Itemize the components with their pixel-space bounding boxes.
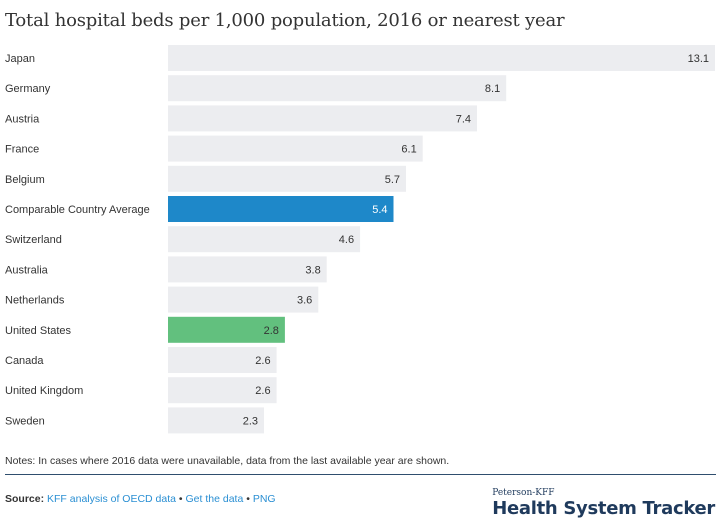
get-the-data-link[interactable]: Get the data	[185, 493, 244, 505]
value-label-canada: 2.6	[255, 355, 270, 367]
value-label-france: 6.1	[401, 144, 416, 156]
category-label-netherlands: Netherlands	[5, 295, 65, 307]
bar-united-kingdom[interactable]	[168, 377, 277, 404]
category-label-sweden: Sweden	[5, 415, 45, 427]
bar-japan[interactable]	[168, 45, 715, 71]
bar-switzerland[interactable]	[168, 226, 361, 253]
bar-austria[interactable]	[168, 105, 477, 132]
value-label-japan: 13.1	[688, 53, 709, 65]
chart-notes: Notes: In cases where 2016 data were una…	[5, 455, 450, 467]
category-label-germany: Germany	[5, 83, 51, 95]
value-label-germany: 8.1	[485, 83, 500, 95]
separator-1: •	[178, 493, 183, 505]
value-label-belgium: 5.7	[385, 174, 400, 186]
brand-main-text: Health System Tracker	[492, 498, 715, 519]
value-label-united-states: 2.8	[264, 325, 279, 337]
value-label-australia: 3.8	[305, 264, 320, 276]
category-label-australia: Australia	[5, 264, 49, 276]
value-label-netherlands: 3.6	[297, 295, 312, 307]
category-label-united-kingdom: United Kingdom	[5, 385, 83, 397]
bar-chart: Japan 13.1 Germany 8.1 Austria 7.4 France 6.1 Be…	[5, 45, 715, 434]
bar-netherlands[interactable]	[168, 286, 319, 313]
source-link[interactable]: KFF analysis of OECD data	[47, 493, 176, 505]
value-label-sweden: 2.3	[243, 415, 258, 427]
bar-belgium[interactable]	[168, 165, 406, 192]
bar-france[interactable]	[168, 135, 423, 162]
bar-comparable-country-average[interactable]	[168, 196, 394, 222]
value-label-austria: 7.4	[456, 113, 471, 125]
category-label-switzerland: Switzerland	[5, 234, 62, 246]
source-label: Source:	[5, 493, 45, 505]
source-line: Source: KFF analysis of OECD data • Get …	[5, 493, 276, 505]
category-label-canada: Canada	[5, 355, 44, 367]
category-label-united-states: United States	[5, 325, 72, 337]
category-label-comparable-country-average: Comparable Country Average	[5, 204, 150, 216]
category-label-belgium: Belgium	[5, 174, 45, 186]
category-label-austria: Austria	[5, 113, 40, 125]
chart-title: Total hospital beds per 1,000 population…	[5, 10, 565, 31]
category-label-france: France	[5, 144, 39, 156]
value-label-switzerland: 4.6	[339, 234, 354, 246]
footer-divider	[5, 474, 716, 475]
brand-logo: Peterson-KFF Health System Tracker	[492, 488, 715, 519]
bar-united-states[interactable]	[168, 316, 285, 343]
category-label-japan: Japan	[5, 53, 35, 65]
bar-canada[interactable]	[168, 347, 277, 373]
value-label-united-kingdom: 2.6	[255, 385, 270, 397]
separator-2: •	[246, 493, 250, 505]
value-label-comparable-country-average: 5.4	[372, 204, 387, 216]
png-download-link[interactable]: PNG	[252, 493, 276, 505]
bar-sweden[interactable]	[168, 407, 264, 434]
bar-australia[interactable]	[168, 256, 327, 283]
bar-germany[interactable]	[168, 75, 507, 102]
brand-top-text: Peterson-KFF	[492, 488, 555, 498]
